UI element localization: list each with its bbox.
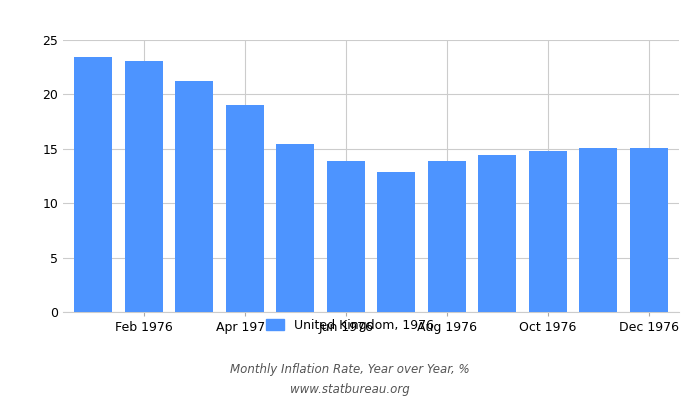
Text: www.statbureau.org: www.statbureau.org: [290, 384, 410, 396]
Bar: [226, 105, 264, 312]
Bar: [74, 58, 112, 312]
Bar: [175, 81, 214, 312]
Bar: [428, 161, 466, 312]
Text: Monthly Inflation Rate, Year over Year, %: Monthly Inflation Rate, Year over Year, …: [230, 364, 470, 376]
Bar: [580, 148, 617, 312]
Bar: [125, 61, 162, 312]
Bar: [630, 148, 668, 312]
Bar: [327, 161, 365, 312]
Legend: United Kingdom, 1976: United Kingdom, 1976: [265, 319, 435, 332]
Bar: [478, 155, 516, 312]
Bar: [528, 151, 567, 312]
Bar: [276, 144, 314, 312]
Bar: [377, 172, 415, 312]
